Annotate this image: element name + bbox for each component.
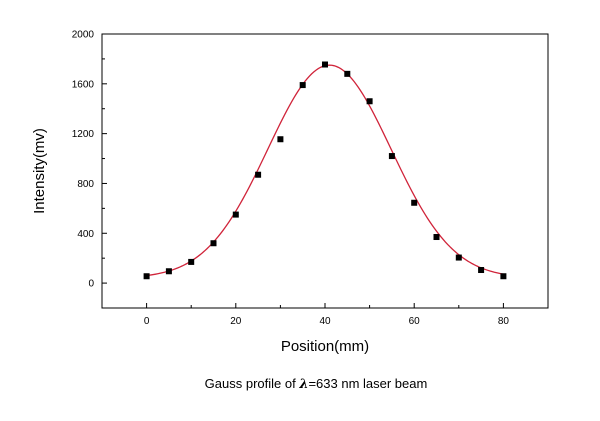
data-point [388,153,395,160]
y-axis-tick-labels: 0 400 800 1200 1600 2000 [72,30,95,290]
x-tick-label: 60 [409,316,421,327]
y-tick-label: 0 [88,279,94,290]
data-point [344,70,351,77]
x-axis-ticks [146,303,504,308]
data-point [165,268,172,275]
y-tick-label: 400 [77,229,94,240]
x-tick-label: 20 [230,316,242,327]
data-point [478,267,485,274]
data-point [411,199,418,206]
caption-lambda-symbol: λ [298,377,308,392]
x-axis-tick-labels: 0 20 40 60 80 [144,316,510,327]
data-point [366,98,373,105]
y-tick-label: 1200 [72,129,95,140]
x-tick-label: 80 [498,316,510,327]
y-tick-label: 1600 [72,79,95,90]
chart-caption: Gauss profile of λ=633 nm laser beam [205,376,428,392]
data-point [299,82,306,89]
data-point [455,254,462,261]
y-axis-title: Intensity(mv) [31,128,48,214]
x-axis-title: Position(mm) [281,338,369,355]
data-point [210,240,217,247]
y-axis-ticks [102,33,107,284]
data-point [322,61,328,68]
data-point [500,273,507,280]
y-tick-label: 2000 [72,30,95,41]
data-points [143,61,507,280]
data-point [277,136,284,143]
x-tick-label: 40 [319,316,331,327]
x-tick-label: 0 [144,316,150,327]
data-point [143,273,150,280]
y-tick-label: 800 [77,179,94,190]
data-point [255,171,262,178]
plot-frame [101,33,549,309]
caption-suffix: =633 nm laser beam [308,376,427,391]
data-point [433,234,440,241]
gaussian-fit-curve [146,64,504,277]
data-point [232,211,239,218]
caption-prefix: Gauss profile of [205,376,300,391]
data-point [188,258,195,265]
